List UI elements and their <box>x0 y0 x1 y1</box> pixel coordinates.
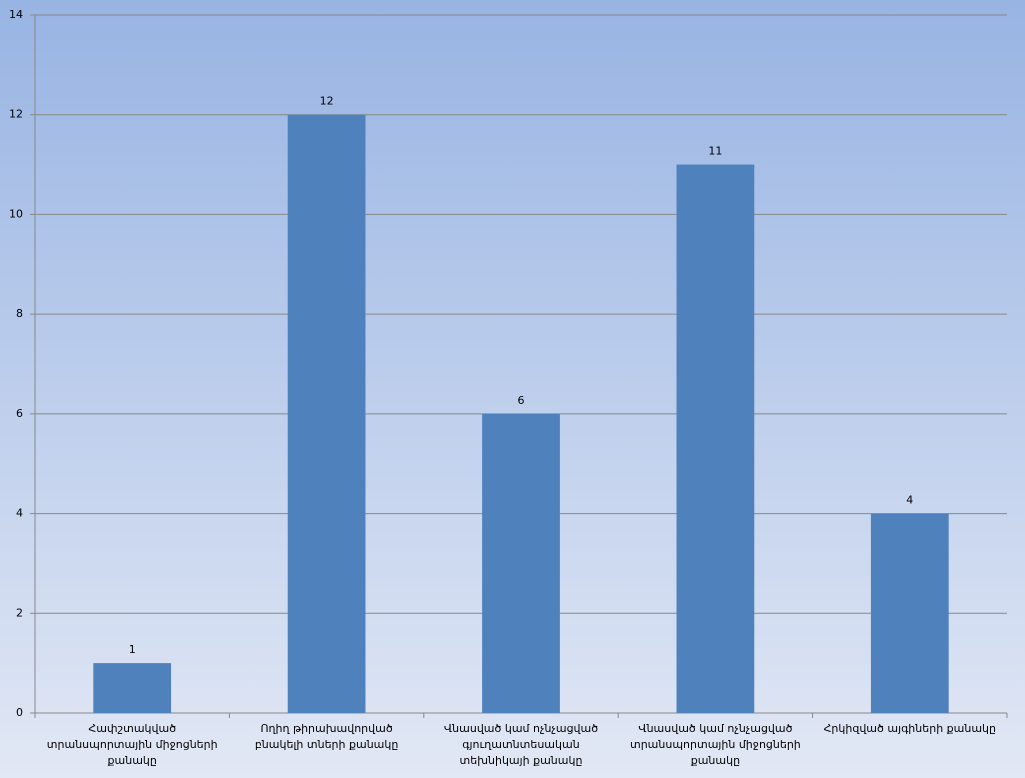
x-tick-label: Հափշտակված տրանսպորտային միջոցների քանակ… <box>46 722 218 767</box>
y-tick-label: 4 <box>16 507 23 520</box>
y-tick-label: 10 <box>9 207 23 220</box>
y-tick-label: 14 <box>9 8 23 21</box>
bar <box>870 513 949 713</box>
value-label: 12 <box>320 95 334 108</box>
x-tick-label: Հրկիզված այգիների քանակը <box>823 722 997 735</box>
y-tick-label: 6 <box>16 407 23 420</box>
value-label: 1 <box>129 643 136 656</box>
bar <box>287 114 366 713</box>
bar <box>482 413 560 713</box>
value-label: 6 <box>518 394 525 407</box>
y-tick-label: 2 <box>16 606 23 619</box>
y-tick-label: 0 <box>16 706 23 719</box>
value-label: 11 <box>708 145 722 158</box>
y-tick-label: 12 <box>9 108 23 121</box>
bar <box>93 663 172 713</box>
bar <box>676 164 755 714</box>
x-tick-label: Վնասված կամ ոչնչացված գյուղատնտեսական տե… <box>443 722 599 767</box>
value-label: 4 <box>906 494 913 507</box>
x-tick-label: Վնասված կամ ոչնչացված տրանսպորտային միջո… <box>629 722 801 767</box>
y-tick-label: 8 <box>16 307 23 320</box>
x-tick-label: Ողիղ թիրախավորված բնակելի տների քանակը <box>254 722 399 751</box>
